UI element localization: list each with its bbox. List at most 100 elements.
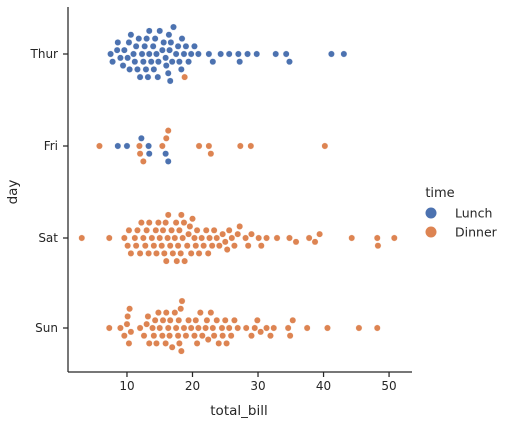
point-lunch-fri bbox=[164, 157, 172, 165]
y-tick-label: Sat bbox=[38, 231, 58, 245]
point-dinner-sat bbox=[185, 230, 192, 238]
point-lunch-thur bbox=[155, 58, 162, 66]
point-lunch-thur bbox=[164, 69, 172, 77]
point-dinner-sun bbox=[191, 332, 198, 340]
point-lunch-thur bbox=[156, 27, 164, 35]
point-lunch-thur bbox=[234, 50, 242, 58]
point-dinner-sun bbox=[223, 339, 230, 347]
point-lunch-thur bbox=[191, 42, 198, 50]
point-dinner-sun bbox=[234, 324, 242, 332]
point-dinner-sat bbox=[228, 234, 236, 242]
point-lunch-thur bbox=[153, 50, 160, 58]
point-lunch-thur bbox=[182, 42, 190, 50]
point-dinner-sat bbox=[192, 242, 200, 250]
point-dinner-sun bbox=[166, 316, 174, 324]
point-lunch-thur bbox=[217, 50, 225, 58]
point-dinner-sat bbox=[348, 234, 356, 242]
point-lunch-thur bbox=[120, 46, 128, 54]
point-lunch-thur bbox=[141, 42, 149, 50]
point-lunch-thur bbox=[147, 58, 155, 66]
point-dinner-sat bbox=[127, 249, 135, 257]
data-points bbox=[78, 23, 398, 355]
point-lunch-thur bbox=[185, 58, 192, 66]
point-dinner-fri bbox=[136, 142, 143, 150]
point-lunch-thur bbox=[160, 39, 168, 46]
point-dinner-sun bbox=[324, 324, 331, 332]
point-dinner-sun bbox=[166, 332, 173, 340]
point-dinner-fri bbox=[205, 142, 213, 150]
point-dinner-sun bbox=[162, 339, 170, 347]
point-dinner-sat bbox=[210, 226, 218, 234]
point-dinner-sun bbox=[198, 332, 206, 340]
point-dinner-sat bbox=[286, 234, 293, 242]
point-dinner-sun bbox=[242, 324, 250, 332]
point-lunch-thur bbox=[119, 62, 127, 69]
point-dinner-sat bbox=[148, 234, 156, 242]
point-lunch-thur bbox=[142, 66, 150, 73]
x-axis-title: total_bill bbox=[210, 403, 267, 419]
legend-item-lunch: Lunch bbox=[425, 206, 492, 221]
point-dinner-fri bbox=[162, 134, 170, 142]
point-dinner-fri bbox=[136, 150, 144, 158]
point-dinner-sat bbox=[292, 238, 300, 246]
point-dinner-sat bbox=[181, 257, 189, 265]
point-dinner-sun bbox=[124, 313, 132, 320]
point-dinner-sun bbox=[203, 316, 211, 324]
point-dinner-sat bbox=[141, 242, 149, 250]
point-dinner-sun bbox=[164, 324, 172, 332]
x-tick-label: 10 bbox=[119, 379, 134, 393]
y-tick-label: Fri bbox=[44, 139, 58, 153]
point-dinner-sun bbox=[125, 339, 133, 347]
point-dinner-fri bbox=[247, 142, 255, 150]
point-dinner-sat bbox=[221, 238, 229, 246]
point-dinner-sun bbox=[151, 316, 159, 324]
point-lunch-thur bbox=[282, 50, 290, 58]
point-dinner-sat bbox=[105, 234, 113, 242]
x-tick-label: 40 bbox=[316, 379, 331, 393]
point-dinner-sun bbox=[120, 332, 128, 340]
point-dinner-sun bbox=[270, 324, 278, 332]
point-lunch-fri bbox=[162, 150, 170, 158]
point-dinner-sat bbox=[158, 242, 166, 250]
point-dinner-sat bbox=[390, 234, 398, 242]
point-lunch-thur bbox=[166, 46, 173, 54]
point-dinner-sat bbox=[180, 219, 188, 227]
point-lunch-thur bbox=[125, 39, 133, 46]
point-dinner-sat bbox=[160, 249, 168, 257]
point-lunch-thur bbox=[158, 46, 166, 54]
legend-label-dinner: Dinner bbox=[455, 225, 498, 240]
point-dinner-sun bbox=[187, 324, 195, 332]
point-lunch-thur bbox=[124, 54, 132, 62]
point-lunch-thur bbox=[175, 58, 183, 66]
point-dinner-sun bbox=[140, 332, 148, 340]
legend-marker-lunch bbox=[425, 207, 437, 219]
point-dinner-sun bbox=[159, 316, 167, 324]
point-lunch-fri bbox=[145, 150, 153, 158]
point-lunch-thur bbox=[145, 27, 153, 35]
point-dinner-sun bbox=[355, 324, 363, 332]
point-dinner-sat bbox=[120, 234, 128, 242]
point-lunch-thur bbox=[177, 66, 185, 73]
point-lunch-thur bbox=[194, 50, 202, 58]
point-dinner-sun bbox=[117, 324, 124, 332]
point-dinner-sun bbox=[251, 324, 259, 332]
point-lunch-thur bbox=[168, 58, 176, 66]
point-lunch-thur bbox=[180, 50, 188, 58]
point-dinner-sat bbox=[124, 242, 132, 250]
point-dinner-sun bbox=[178, 297, 186, 305]
point-dinner-sun bbox=[213, 316, 221, 324]
point-dinner-sat bbox=[152, 226, 160, 234]
point-dinner-fri bbox=[164, 127, 172, 135]
point-dinner-sat bbox=[195, 249, 203, 257]
point-lunch-thur bbox=[225, 50, 233, 58]
point-lunch-thur bbox=[139, 58, 147, 66]
point-dinner-sat bbox=[172, 219, 180, 227]
point-lunch-thur bbox=[166, 77, 174, 85]
point-dinner-sat bbox=[125, 226, 133, 234]
point-dinner-sat bbox=[139, 234, 147, 242]
y-axis-title: day bbox=[5, 180, 21, 205]
point-dinner-sun bbox=[194, 324, 202, 332]
point-dinner-sat bbox=[145, 219, 153, 227]
point-dinner-sun bbox=[263, 324, 270, 332]
point-dinner-sat bbox=[244, 242, 252, 250]
